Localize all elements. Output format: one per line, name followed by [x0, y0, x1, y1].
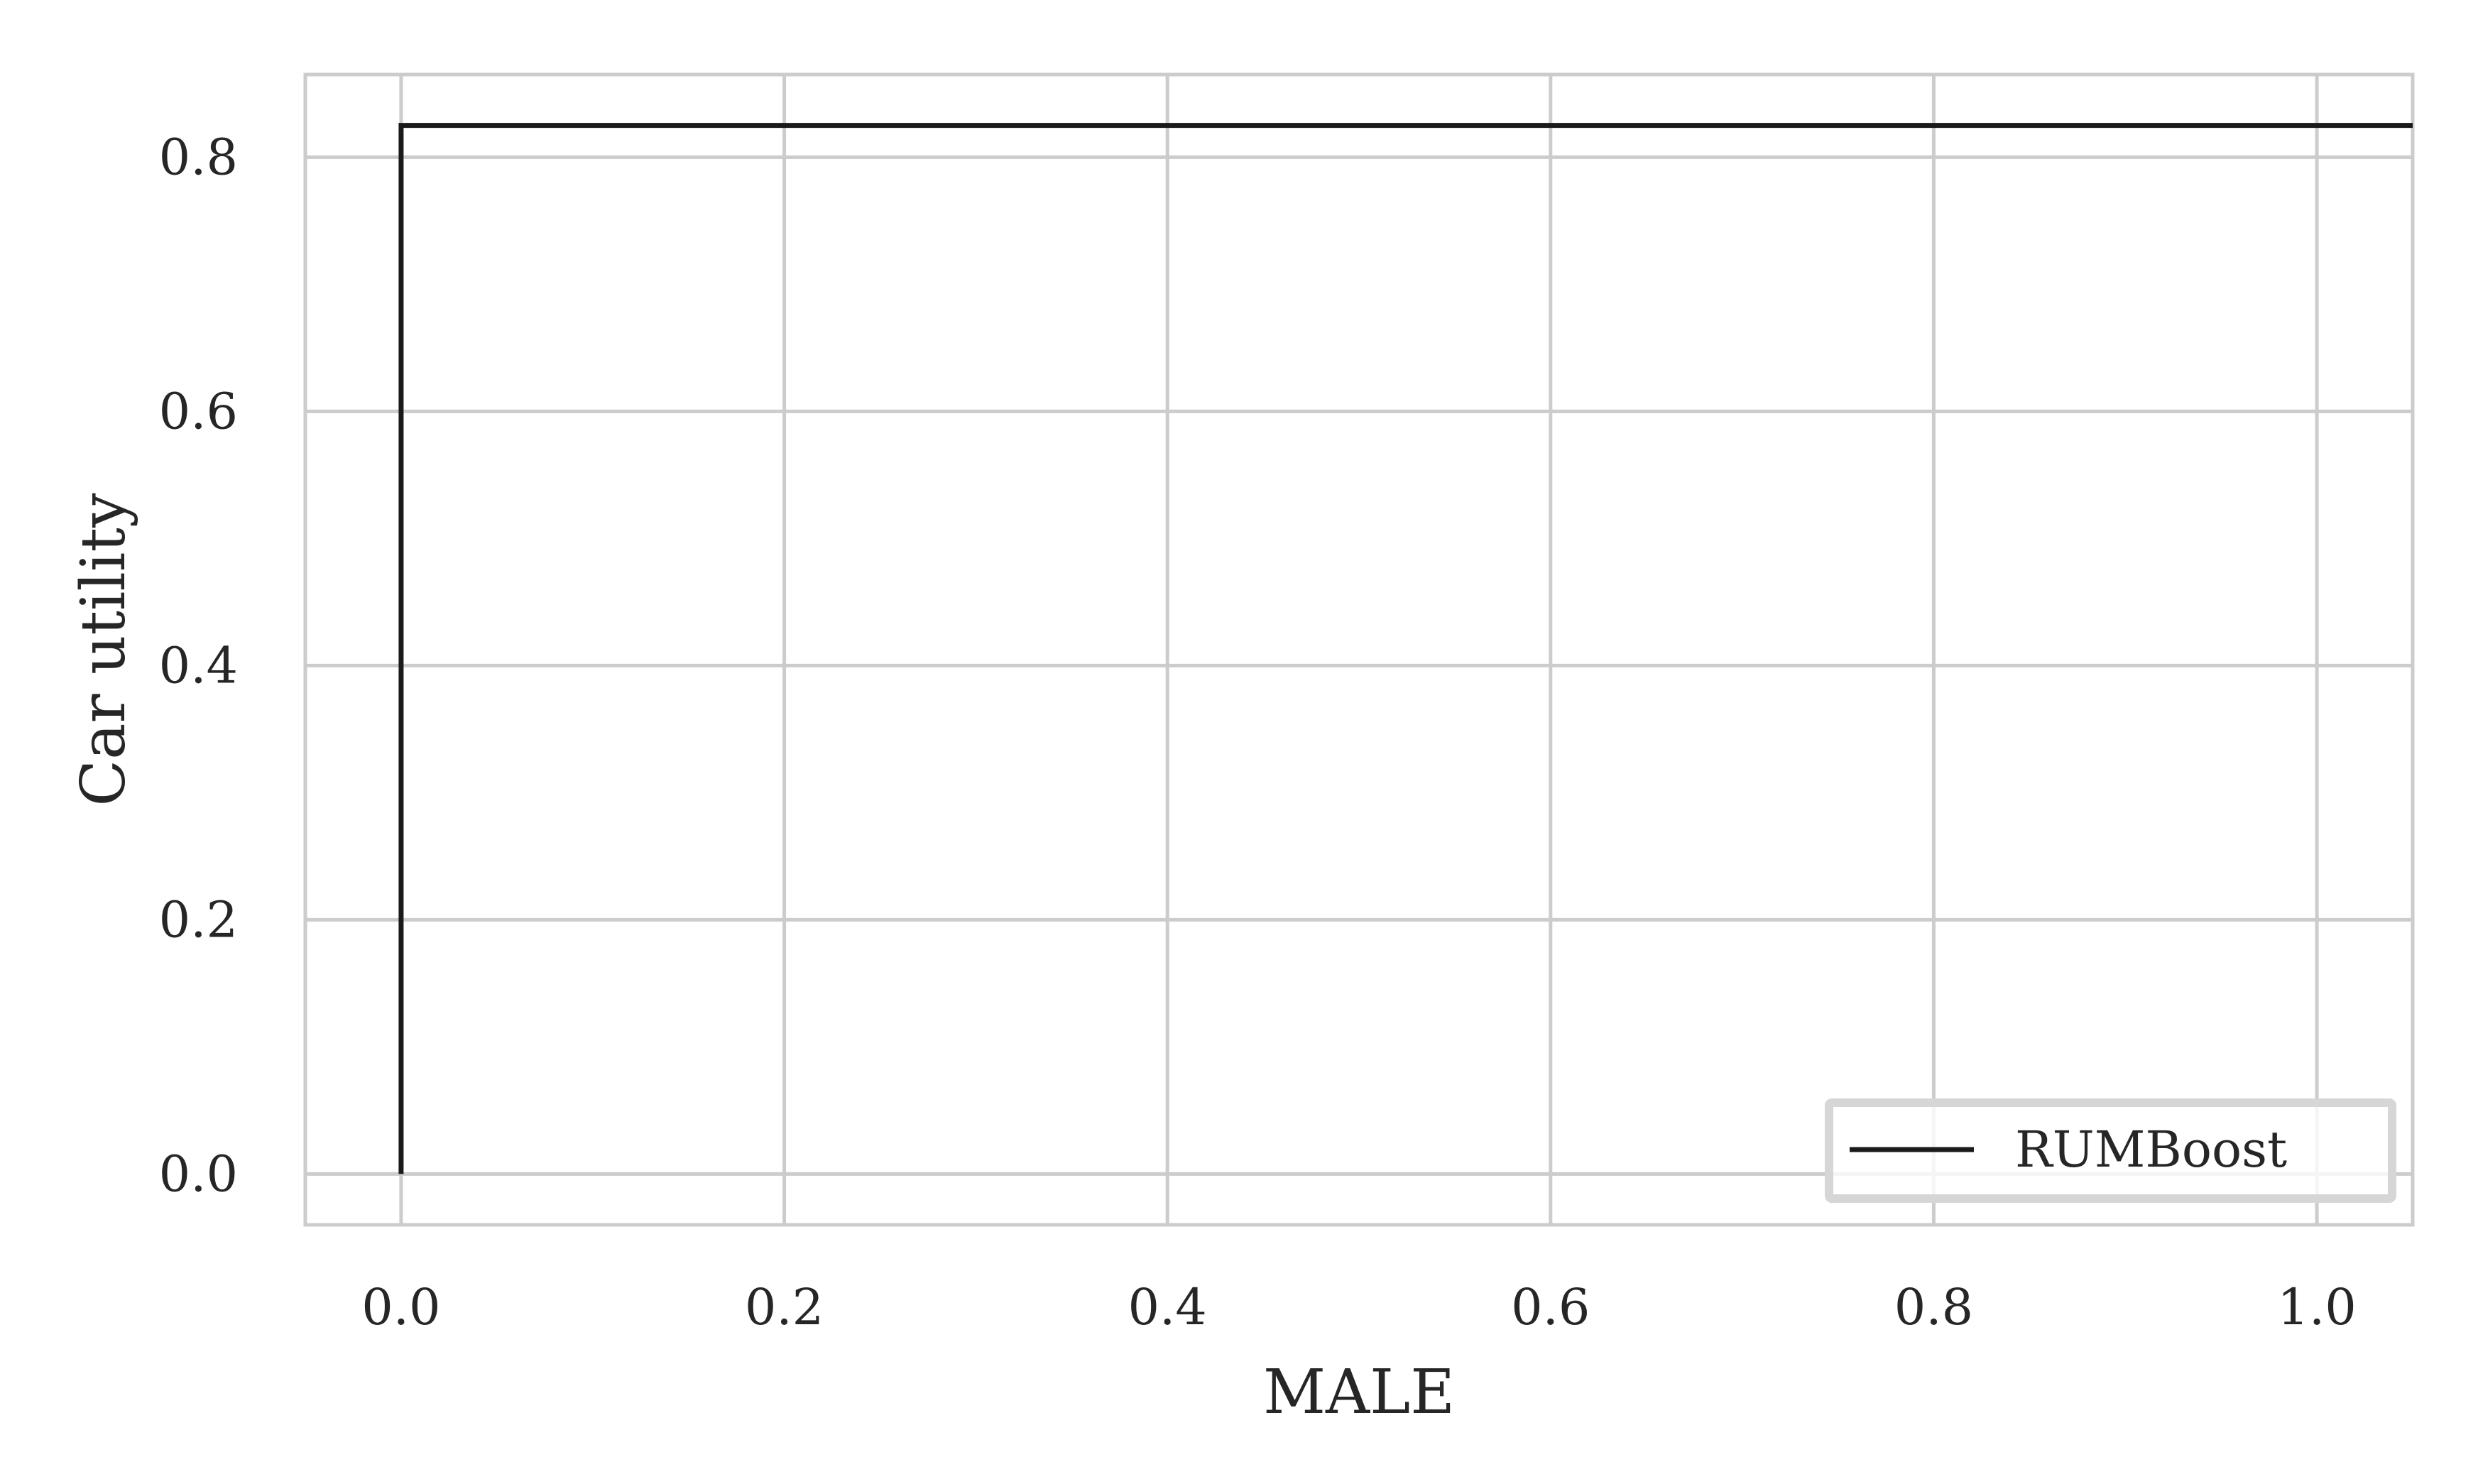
- y-tick-label: 0.6: [159, 382, 238, 440]
- x-tick-label: 0.2: [745, 1278, 824, 1336]
- y-axis-label: Car utility: [68, 493, 139, 807]
- legend-box: [1825, 1098, 2396, 1203]
- x-tick-label: 0.6: [1511, 1278, 1590, 1336]
- series-layer: [398, 123, 2413, 1174]
- x-tick-label: 1.0: [2277, 1278, 2356, 1336]
- y-tick-label: 0.4: [159, 636, 238, 694]
- series-line-rumboost: [398, 123, 2413, 1174]
- x-tick-label: 0.0: [361, 1278, 440, 1336]
- legend-label-rumboost: RUMBoost: [2015, 1120, 2287, 1179]
- y-tick-labels: 0.0 0.2 0.4 0.6 0.8: [159, 128, 238, 1203]
- x-axis-label: MALE: [1263, 1357, 1455, 1428]
- grid: [305, 75, 2413, 1225]
- plot-frame: [303, 72, 2415, 1227]
- x-tick-label: 0.8: [1894, 1278, 1973, 1336]
- x-tick-label: 0.4: [1128, 1278, 1207, 1336]
- y-tick-label: 0.8: [159, 128, 238, 186]
- x-tick-labels: 0.0 0.2 0.4 0.6 0.8 1.0: [361, 1278, 2357, 1336]
- y-tick-label: 0.2: [159, 890, 238, 949]
- y-tick-label: 0.0: [159, 1145, 238, 1203]
- legend: RUMBoost: [1825, 1098, 2396, 1203]
